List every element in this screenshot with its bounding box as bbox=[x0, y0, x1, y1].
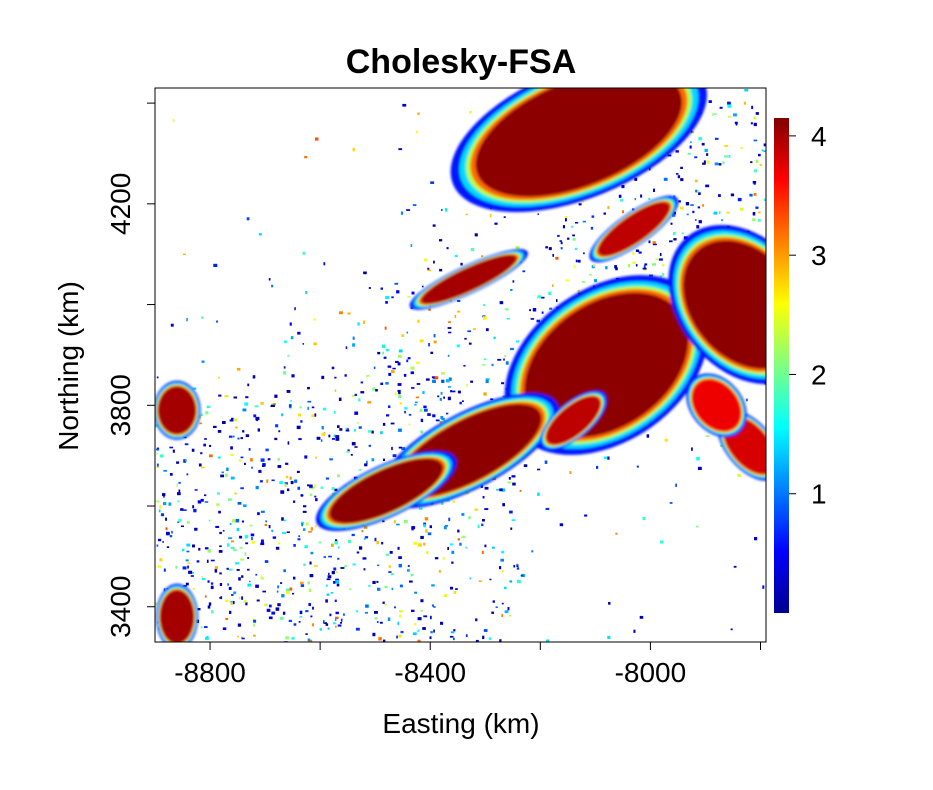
plot-frame bbox=[154, 87, 767, 643]
colorbar-tick-label: 3 bbox=[811, 240, 827, 271]
high-region bbox=[589, 195, 679, 263]
high-region bbox=[155, 380, 201, 440]
colorbar bbox=[774, 118, 789, 613]
high-region bbox=[686, 373, 747, 438]
high-value-regions bbox=[155, 88, 766, 642]
high-region bbox=[539, 390, 607, 451]
x-axis: -8800 -8400 -8000 bbox=[174, 642, 761, 688]
x-tick-label: -8400 bbox=[394, 657, 466, 688]
colorbar-tick-label: 1 bbox=[811, 479, 827, 510]
y-tick-label: 4200 bbox=[105, 173, 136, 235]
x-tick-label: -8000 bbox=[615, 657, 687, 688]
high-region bbox=[409, 249, 528, 310]
y-tick-label: 3800 bbox=[105, 374, 136, 436]
high-region bbox=[315, 450, 457, 531]
high-region bbox=[450, 88, 707, 213]
colorbar-axis: 1 2 3 4 bbox=[789, 121, 827, 510]
y-axis: 3400 3800 4200 bbox=[105, 102, 155, 638]
x-axis-label: Easting (km) bbox=[382, 708, 539, 739]
map-title: Cholesky-FSA bbox=[346, 43, 577, 81]
high-region bbox=[504, 275, 709, 455]
x-tick-label: -8800 bbox=[174, 657, 246, 688]
colorbar-tick-label: 4 bbox=[811, 121, 827, 152]
high-region bbox=[155, 583, 199, 642]
heatmap-field bbox=[155, 88, 766, 642]
y-tick-label: 3400 bbox=[105, 576, 136, 638]
colorbar-tick-label: 2 bbox=[811, 359, 827, 390]
high-region bbox=[668, 224, 766, 385]
y-axis-label: Northing (km) bbox=[53, 281, 84, 451]
